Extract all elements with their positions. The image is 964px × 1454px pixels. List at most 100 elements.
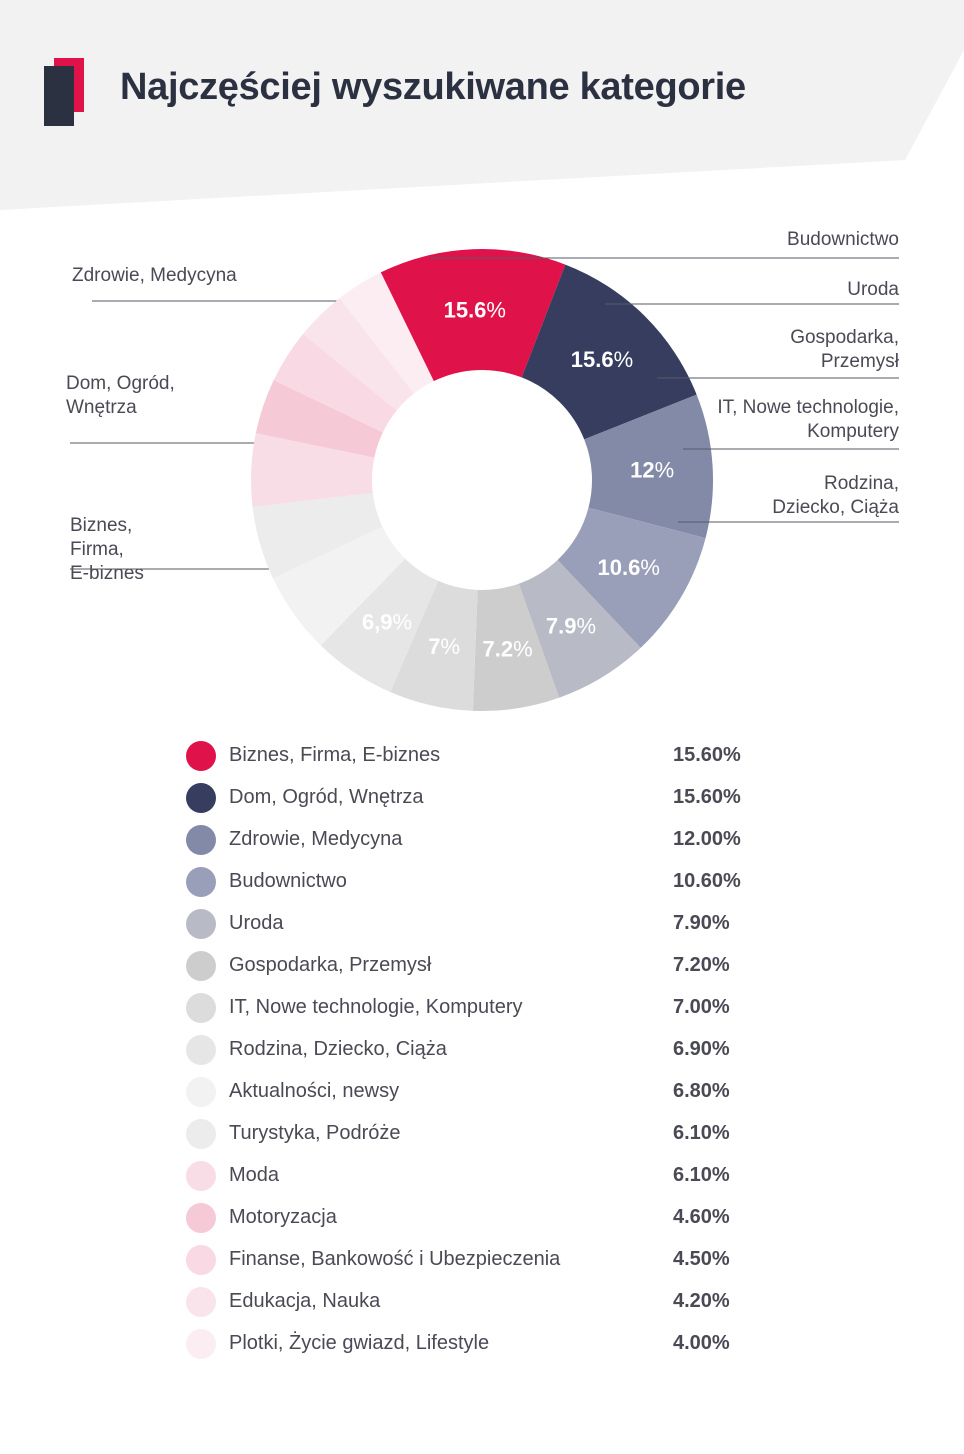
legend-label: Gospodarka, Przemysł: [229, 954, 432, 976]
page-title: Najczęściej wyszukiwane kategorie: [120, 66, 746, 108]
legend-swatch: [186, 825, 216, 855]
legend-item: Plotki, Życie gwiazd, Lifestyle 4.00%: [186, 1323, 786, 1365]
legend-label: Moda: [229, 1164, 280, 1186]
slice-value-label: 6,9%: [362, 610, 412, 635]
legend-value: 4.60%: [673, 1206, 730, 1228]
legend-swatch: [186, 1329, 216, 1359]
legend-item: Rodzina, Dziecko, Ciąża 6.90%: [186, 1029, 786, 1071]
donut-slice: [521, 264, 697, 440]
legend-value: 7.20%: [673, 954, 730, 976]
legend-label: Uroda: [229, 912, 284, 934]
legend-swatch: [186, 741, 216, 771]
legend-value: 12.00%: [673, 828, 741, 850]
legend-value: 6.10%: [673, 1122, 730, 1144]
legend-label: IT, Nowe technologie, Komputery: [229, 996, 523, 1018]
donut-slice: [303, 298, 415, 411]
donut-slice: [584, 394, 713, 539]
legend-value: 4.20%: [673, 1290, 730, 1312]
legend-item: Zdrowie, Medycyna 12.00%: [186, 819, 786, 861]
slice-value-label: 7%: [428, 634, 460, 659]
legend-item: Moda 6.10%: [186, 1155, 786, 1197]
legend-item: Budownictwo 10.60%: [186, 861, 786, 903]
legend-swatch: [186, 909, 216, 939]
slice-value-label: 7.9%: [546, 613, 596, 638]
legend-swatch: [186, 1203, 216, 1233]
callout-label: Przemysł: [821, 351, 900, 372]
legend-label: Rodzina, Dziecko, Ciąża: [229, 1038, 447, 1060]
legend-label: Plotki, Życie gwiazd, Lifestyle: [229, 1332, 490, 1354]
donut-slice: [252, 492, 383, 579]
legend-item: Dom, Ogród, Wnętrza 15.60%: [186, 777, 786, 819]
callout-label: Uroda: [847, 279, 899, 300]
legend-label: Turystyka, Podróże: [229, 1122, 401, 1144]
legend-label: Zdrowie, Medycyna: [229, 828, 403, 850]
callout-label: IT, Nowe technologie,: [717, 397, 899, 418]
donut-slice: [339, 272, 434, 394]
legend-item: Motoryzacja 4.60%: [186, 1197, 786, 1239]
legend-value: 10.60%: [673, 870, 741, 892]
header-background: [0, 0, 964, 210]
legend-swatch: [186, 1287, 216, 1317]
legend-label: Aktualności, newsy: [229, 1080, 400, 1102]
legend-item: Turystyka, Podróże 6.10%: [186, 1113, 786, 1155]
slice-value-label: 10.6%: [598, 555, 660, 580]
slice-value-label: 15.6%: [571, 347, 633, 372]
legend-item: Edukacja, Nauka 4.20%: [186, 1281, 786, 1323]
donut-hole: [373, 371, 591, 589]
callout-label: Budownictwo: [787, 229, 899, 250]
legend-swatch: [186, 783, 216, 813]
donut-slice: [557, 507, 706, 648]
brand-logo-icon: [44, 58, 88, 128]
callout-label: Wnętrza: [66, 397, 137, 418]
donut-slice: [472, 583, 560, 711]
legend-value: 6.80%: [673, 1080, 730, 1102]
donut-slice: [251, 433, 375, 508]
legend-swatch: [186, 1161, 216, 1191]
legend-value: 7.00%: [673, 996, 730, 1018]
callout-label: E-biznes: [70, 563, 144, 584]
legend-item: Gospodarka, Przemysł 7.20%: [186, 945, 786, 987]
donut-slice: [320, 558, 439, 692]
slice-value-label: 12%: [630, 457, 674, 482]
callout-label: Komputery: [807, 421, 899, 442]
callout-label: Dom, Ogród,: [66, 373, 175, 394]
legend-swatch: [186, 1245, 216, 1275]
slice-value-label: 7.2%: [482, 637, 532, 662]
legend-label: Dom, Ogród, Wnętrza: [229, 786, 424, 808]
legend-value: 15.60%: [673, 786, 741, 808]
donut-slice: [380, 249, 566, 382]
legend-value: 4.50%: [673, 1248, 730, 1270]
legend-item: Biznes, Firma, E-biznes 15.60%: [186, 735, 786, 777]
legend-swatch: [186, 1035, 216, 1065]
legend-item: IT, Nowe technologie, Komputery 7.00%: [186, 987, 786, 1029]
legend-swatch: [186, 993, 216, 1023]
legend-swatch: [186, 1077, 216, 1107]
donut-slice: [518, 559, 641, 698]
legend-value: 4.00%: [673, 1332, 730, 1354]
legend-item: Aktualności, newsy 6.80%: [186, 1071, 786, 1113]
legend-item: Uroda 7.90%: [186, 903, 786, 945]
legend-label: Edukacja, Nauka: [229, 1290, 381, 1312]
donut-slice: [390, 580, 478, 711]
callout-label: Zdrowie, Medycyna: [72, 265, 237, 286]
donut-chart: 15.6% Biznes, Firma, E-biznes 15.6% Dom, Ogró…: [66, 229, 900, 711]
legend-label: Finanse, Bankowość i Ubezpieczenia: [229, 1248, 561, 1270]
legend-label: Biznes, Firma, E-biznes: [229, 744, 441, 766]
callout-label: Biznes,: [70, 515, 132, 536]
donut-slice: [273, 333, 397, 433]
callout-label: Rodzina,: [824, 473, 899, 494]
legend-value: 6.90%: [673, 1038, 730, 1060]
callout-label: Firma,: [70, 539, 124, 560]
donut-slice: [272, 526, 406, 646]
chart-legend: Biznes, Firma, E-biznes 15.60% Dom, Ogród,…: [186, 735, 786, 1365]
slice-value-label: 15.6%: [444, 298, 506, 323]
callout-label: Dziecko, Ciąża: [772, 497, 899, 518]
legend-value: 15.60%: [673, 744, 741, 766]
legend-swatch: [186, 1119, 216, 1149]
legend-swatch: [186, 867, 216, 897]
donut-slice: [255, 380, 383, 458]
legend-label: Motoryzacja: [229, 1206, 337, 1228]
callout-label: Gospodarka,: [790, 327, 899, 348]
legend-value: 7.90%: [673, 912, 730, 934]
legend-item: Finanse, Bankowość i Ubezpieczenia 4.50%: [186, 1239, 786, 1281]
